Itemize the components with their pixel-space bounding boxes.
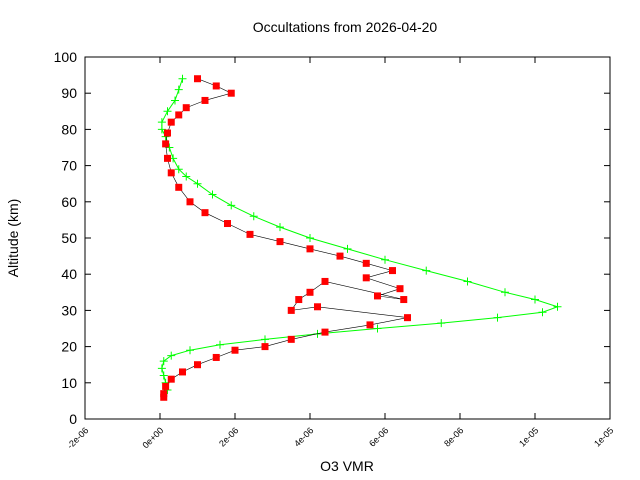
data-point-square: [246, 230, 254, 238]
y-tick-label: 0: [69, 411, 77, 427]
data-point-plus: [501, 288, 509, 297]
y-tick-label: 100: [54, 49, 78, 65]
y-tick-label: 50: [61, 230, 77, 246]
data-point-square: [396, 285, 404, 293]
data-point-square: [194, 75, 201, 83]
data-point-square: [366, 321, 374, 329]
data-point-square: [201, 209, 209, 217]
data-point-square: [374, 292, 381, 300]
data-point-plus: [306, 234, 314, 242]
y-tick-label: 90: [61, 85, 77, 101]
data-point-square: [160, 393, 168, 401]
data-point-plus: [463, 277, 472, 286]
data-point-plus: [174, 165, 183, 174]
y-tick-label: 30: [61, 302, 77, 318]
data-point-plus: [159, 357, 168, 366]
data-point-square: [295, 296, 303, 304]
data-point-square: [167, 118, 175, 126]
data-point-square: [287, 306, 295, 314]
series-red: [160, 75, 411, 401]
y-axis-label: Altitude (km): [5, 199, 21, 278]
data-point-square: [164, 154, 171, 162]
data-point-square: [362, 259, 370, 267]
data-point-plus: [157, 118, 166, 127]
data-point-plus: [553, 302, 562, 311]
chart-title: Occultations from 2026-04-20: [253, 19, 438, 35]
data-point-plus: [165, 143, 174, 152]
data-point-plus: [437, 319, 446, 328]
data-point-square: [160, 390, 168, 398]
data-point-plus: [182, 172, 191, 181]
data-point-plus: [216, 340, 224, 349]
data-point-plus: [167, 351, 176, 360]
data-point-plus: [157, 125, 166, 134]
data-point-plus: [373, 324, 382, 333]
data-point-plus: [422, 266, 431, 275]
data-point-plus: [178, 74, 187, 83]
data-point-plus: [157, 364, 166, 373]
data-point-plus: [343, 244, 352, 253]
data-point-square: [231, 346, 239, 354]
data-point-plus: [276, 223, 284, 232]
data-point-plus: [227, 201, 236, 210]
data-point-plus: [249, 212, 258, 221]
y-tick-label: 10: [61, 375, 77, 391]
data-point-plus: [174, 85, 183, 94]
data-point-square: [314, 303, 321, 311]
data-point-square: [167, 169, 175, 177]
data-point-square: [212, 82, 220, 90]
data-point-square: [389, 267, 396, 275]
data-point-square: [227, 89, 235, 97]
y-tick-label: 80: [61, 121, 77, 137]
data-point-square: [306, 288, 314, 296]
data-point-plus: [193, 179, 202, 188]
data-point-square: [175, 183, 183, 191]
data-point-square: [321, 277, 329, 285]
data-point-square: [306, 245, 314, 253]
y-tick-label: 40: [61, 266, 77, 282]
data-point-plus: [163, 107, 172, 116]
y-tick-label: 60: [61, 194, 77, 210]
series-line: [161, 78, 560, 391]
data-point-square: [212, 353, 220, 361]
data-point-square: [175, 111, 183, 119]
series-layer: [157, 74, 562, 401]
data-point-square: [162, 140, 170, 148]
data-point-square: [162, 382, 170, 390]
data-point-square: [164, 129, 171, 137]
data-point-square: [362, 274, 370, 282]
data-point-square: [404, 314, 411, 322]
data-point-square: [186, 198, 194, 206]
data-point-square: [194, 361, 201, 369]
data-point-plus: [186, 346, 194, 355]
plot-frame: [84, 56, 611, 420]
series-green: [157, 74, 562, 395]
data-point-plus: [159, 371, 168, 380]
data-point-square: [287, 335, 295, 343]
data-point-square: [276, 238, 284, 246]
data-point-square: [179, 368, 186, 376]
data-point-square: [201, 96, 209, 104]
y-tick-label: 70: [61, 158, 77, 174]
data-point-plus: [493, 313, 502, 322]
data-point-plus: [171, 96, 179, 105]
data-point-square: [261, 343, 269, 351]
data-point-square: [336, 252, 344, 260]
data-point-plus: [538, 308, 547, 317]
y-tick-label: 20: [61, 339, 77, 355]
data-point-plus: [208, 190, 217, 199]
data-point-plus: [261, 335, 269, 344]
data-point-square: [167, 375, 175, 383]
data-point-square: [224, 220, 231, 228]
data-point-plus: [531, 295, 539, 304]
data-point-square: [400, 296, 408, 304]
data-point-plus: [381, 255, 389, 264]
data-point-square: [321, 328, 329, 336]
data-point-square: [182, 104, 190, 112]
x-axis-label: O3 VMR: [320, 458, 374, 474]
